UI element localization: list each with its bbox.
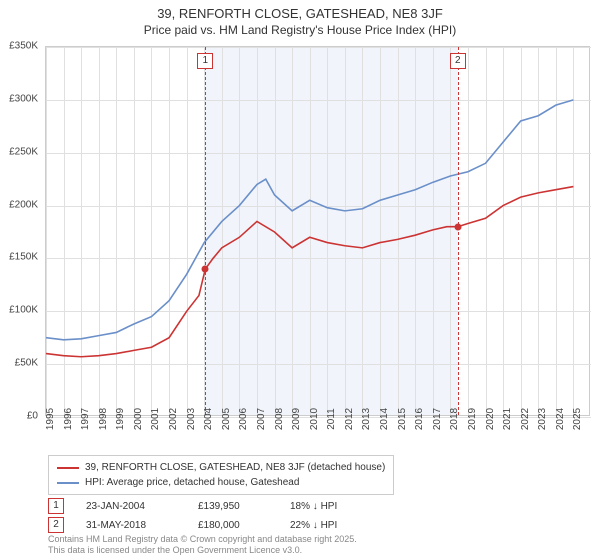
xtick-label: 2015 xyxy=(397,408,408,430)
legend: 39, RENFORTH CLOSE, GATESHEAD, NE8 3JF (… xyxy=(48,455,394,495)
line-svg xyxy=(46,47,591,417)
legend-swatch-1 xyxy=(57,467,79,469)
event-price-1: £139,950 xyxy=(198,501,268,512)
xtick-label: 2001 xyxy=(150,408,161,430)
legend-label-1: 39, RENFORTH CLOSE, GATESHEAD, NE8 3JF (… xyxy=(85,460,385,475)
marker-vline xyxy=(205,47,206,415)
event-date-1: 23-JAN-2004 xyxy=(86,501,176,512)
series-line xyxy=(46,187,573,357)
chart-area: 12 £0£50K£100K£150K£200K£250K£300K£350K1… xyxy=(45,46,590,416)
legend-label-2: HPI: Average price, detached house, Gate… xyxy=(85,475,299,490)
event-num-2: 2 xyxy=(48,517,64,533)
xtick-label: 2025 xyxy=(572,408,583,430)
plot-region: 12 xyxy=(45,46,590,416)
xtick-label: 2016 xyxy=(414,408,425,430)
ytick-label: £100K xyxy=(9,305,38,316)
xtick-label: 2011 xyxy=(326,408,337,430)
xtick-label: 2006 xyxy=(238,408,249,430)
chart-title-line1: 39, RENFORTH CLOSE, GATESHEAD, NE8 3JF xyxy=(0,0,600,23)
xtick-label: 2014 xyxy=(379,408,390,430)
xtick-label: 2020 xyxy=(485,408,496,430)
ytick-label: £0 xyxy=(27,411,38,422)
xtick-label: 2018 xyxy=(449,408,460,430)
xtick-label: 2010 xyxy=(309,408,320,430)
marker-vline xyxy=(458,47,459,415)
footer-line-2: This data is licensed under the Open Gov… xyxy=(48,545,357,556)
xtick-label: 1996 xyxy=(63,408,74,430)
events-table: 1 23-JAN-2004 £139,950 18% ↓ HPI 2 31-MA… xyxy=(48,498,380,536)
event-diff-1: 18% ↓ HPI xyxy=(290,501,380,512)
ytick-label: £350K xyxy=(9,41,38,52)
xtick-label: 2002 xyxy=(168,408,179,430)
event-row-2: 2 31-MAY-2018 £180,000 22% ↓ HPI xyxy=(48,517,380,533)
xtick-label: 2017 xyxy=(432,408,443,430)
event-row-1: 1 23-JAN-2004 £139,950 18% ↓ HPI xyxy=(48,498,380,514)
xtick-label: 1995 xyxy=(45,408,56,430)
legend-swatch-2 xyxy=(57,482,79,484)
event-price-2: £180,000 xyxy=(198,520,268,531)
chart-title-line2: Price paid vs. HM Land Registry's House … xyxy=(0,23,600,41)
xtick-label: 2023 xyxy=(537,408,548,430)
xtick-label: 2021 xyxy=(502,408,513,430)
xtick-label: 2024 xyxy=(555,408,566,430)
xtick-label: 2022 xyxy=(520,408,531,430)
xtick-label: 1999 xyxy=(115,408,126,430)
xtick-label: 2000 xyxy=(133,408,144,430)
ytick-label: £50K xyxy=(15,358,38,369)
event-num-1: 1 xyxy=(48,498,64,514)
series-line xyxy=(46,100,573,340)
marker-box: 1 xyxy=(197,53,213,69)
xtick-label: 2005 xyxy=(221,408,232,430)
event-date-2: 31-MAY-2018 xyxy=(86,520,176,531)
xtick-label: 2007 xyxy=(256,408,267,430)
chart-container: 39, RENFORTH CLOSE, GATESHEAD, NE8 3JF P… xyxy=(0,0,600,560)
event-diff-2: 22% ↓ HPI xyxy=(290,520,380,531)
xtick-label: 2013 xyxy=(361,408,372,430)
ytick-label: £200K xyxy=(9,199,38,210)
xtick-label: 1997 xyxy=(80,408,91,430)
marker-point xyxy=(454,223,461,230)
footer-line-1: Contains HM Land Registry data © Crown c… xyxy=(48,534,357,545)
ytick-label: £150K xyxy=(9,252,38,263)
ytick-label: £300K xyxy=(9,93,38,104)
xtick-label: 2008 xyxy=(274,408,285,430)
xtick-label: 2012 xyxy=(344,408,355,430)
footer: Contains HM Land Registry data © Crown c… xyxy=(48,534,357,556)
ytick-label: £250K xyxy=(9,146,38,157)
xtick-label: 2004 xyxy=(203,408,214,430)
xtick-label: 1998 xyxy=(98,408,109,430)
xtick-label: 2003 xyxy=(186,408,197,430)
legend-item-2: HPI: Average price, detached house, Gate… xyxy=(57,475,385,490)
xtick-label: 2009 xyxy=(291,408,302,430)
xtick-label: 2019 xyxy=(467,408,478,430)
marker-point xyxy=(202,266,209,273)
marker-box: 2 xyxy=(450,53,466,69)
legend-item-1: 39, RENFORTH CLOSE, GATESHEAD, NE8 3JF (… xyxy=(57,460,385,475)
